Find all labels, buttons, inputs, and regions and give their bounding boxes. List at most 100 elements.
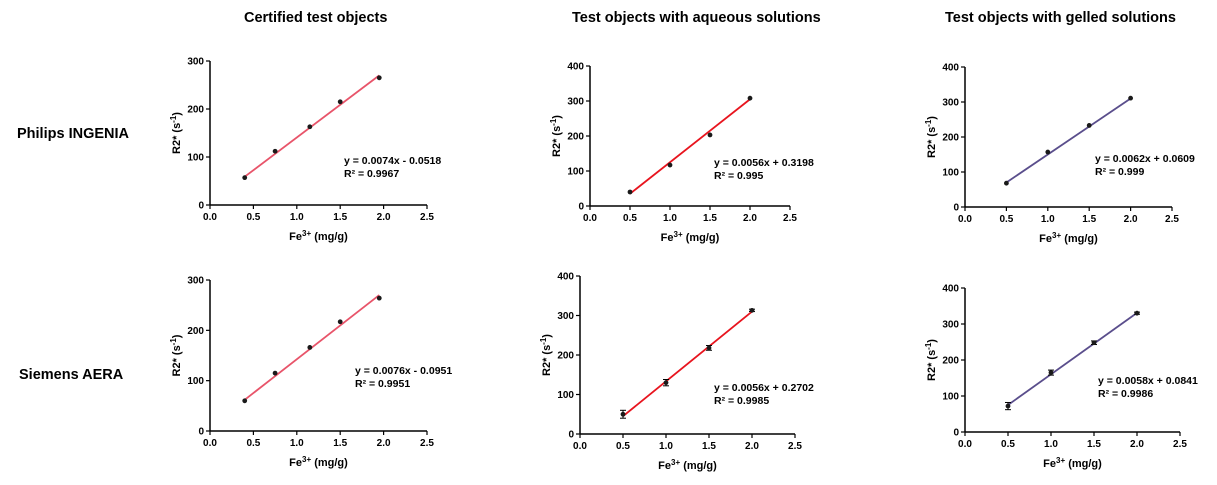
data-point xyxy=(307,124,313,130)
data-point xyxy=(749,307,755,313)
x-axis-title: Fe3+ (mg/g) xyxy=(658,458,717,472)
y-tick-label: 100 xyxy=(567,167,584,178)
x-tick-label: 1.5 xyxy=(1082,214,1096,225)
x-tick-label: 1.5 xyxy=(703,213,717,224)
y-tick-label: 400 xyxy=(942,63,959,74)
x-tick-label: 0.0 xyxy=(203,438,217,449)
x-tick-label: 2.5 xyxy=(420,438,434,449)
regression-line xyxy=(629,98,751,195)
x-axis-title: Fe3+ (mg/g) xyxy=(1043,456,1102,470)
data-point xyxy=(337,99,343,105)
data-point xyxy=(1004,180,1009,186)
y-tick-label: 300 xyxy=(567,97,584,108)
x-tick-label: 0.0 xyxy=(583,213,597,224)
data-point xyxy=(337,319,343,325)
y-tick-label: 300 xyxy=(187,276,204,287)
x-tick-label: 2.0 xyxy=(377,212,391,223)
y-tick-label: 0 xyxy=(198,201,204,212)
y-tick-label: 400 xyxy=(567,62,584,73)
y-tick-label: 300 xyxy=(557,311,574,322)
x-tick-label: 0.0 xyxy=(958,214,972,225)
x-axis-title: Fe3+ (mg/g) xyxy=(1039,231,1098,245)
data-point xyxy=(620,411,626,417)
x-tick-label: 1.0 xyxy=(663,213,677,224)
data-point xyxy=(307,345,313,350)
y-tick-label: 200 xyxy=(942,133,959,144)
y-axis-title: R2* (s-1) xyxy=(924,116,938,158)
y-tick-label: 400 xyxy=(557,272,574,283)
x-tick-label: 2.5 xyxy=(783,213,797,224)
chart-siemens-aqueous: 0.0 0.5 1.0 1.5 2.0 2.5 0 100 200 300 400 Fe3+ (mg/… xyxy=(539,272,814,473)
data-point xyxy=(1091,340,1097,346)
y-tick-label: 0 xyxy=(953,203,959,214)
y-tick-label: 400 xyxy=(942,284,959,295)
x-tick-label: 0.5 xyxy=(616,441,630,452)
r-squared-label: R² = 0.9986 xyxy=(1098,388,1153,400)
x-tick-label: 1.0 xyxy=(290,438,304,449)
y-axis-title: R2* (s-1) xyxy=(169,112,183,154)
x-tick-label: 0.0 xyxy=(958,439,972,450)
chart-philips-certified: 0.0 0.5 1.0 1.5 2.0 2.5 0 100 200 300 Fe3+ (mg/g) R… xyxy=(169,57,441,244)
chart-siemens-gelled: 0.0 0.5 1.0 1.5 2.0 2.5 0 100 200 300 400 Fe3+ (mg/… xyxy=(924,284,1198,471)
regression-equation: y = 0.0076x - 0.0951 xyxy=(355,365,452,377)
chart-siemens-certified: 0.0 0.5 1.0 1.5 2.0 2.5 0 100 200 300 Fe3+ (mg/g) R… xyxy=(169,276,452,470)
regression-equation: y = 0.0074x - 0.0518 xyxy=(344,155,441,167)
x-tick-label: 2.0 xyxy=(1130,439,1144,450)
y-tick-label: 0 xyxy=(198,427,204,438)
y-tick-label: 200 xyxy=(942,356,959,367)
data-point xyxy=(376,295,382,301)
chart-philips-gelled: 0.0 0.5 1.0 1.5 2.0 2.5 0 100 200 300 400 Fe3+ (mg/… xyxy=(924,63,1195,246)
y-tick-label: 300 xyxy=(942,320,959,331)
data-point xyxy=(1048,370,1054,375)
data-point xyxy=(747,95,753,101)
x-axis-title: Fe3+ (mg/g) xyxy=(289,229,348,243)
data-point xyxy=(272,148,278,154)
y-tick-label: 100 xyxy=(187,376,204,387)
x-tick-label: 1.5 xyxy=(1087,439,1101,450)
data-point xyxy=(667,162,673,168)
x-tick-label: 1.0 xyxy=(1041,214,1055,225)
y-tick-label: 300 xyxy=(942,98,959,109)
row-title-philips: Philips INGENIA xyxy=(17,126,129,142)
data-point xyxy=(663,380,669,386)
y-tick-label: 100 xyxy=(557,390,574,401)
x-tick-label: 2.0 xyxy=(743,213,757,224)
data-point xyxy=(1134,310,1140,316)
x-tick-label: 0.0 xyxy=(203,212,217,223)
x-tick-label: 0.5 xyxy=(623,213,637,224)
y-axis-title: R2* (s-1) xyxy=(924,339,938,381)
x-tick-label: 0.5 xyxy=(246,212,260,223)
chart-philips-aqueous: 0.0 0.5 1.0 1.5 2.0 2.5 0 100 200 300 400 Fe3+ (mg/… xyxy=(549,62,814,245)
regression-equation: y = 0.0062x + 0.0609 xyxy=(1095,153,1195,165)
x-tick-label: 1.5 xyxy=(702,441,716,452)
y-tick-label: 200 xyxy=(567,132,584,143)
x-tick-label: 2.5 xyxy=(1165,214,1179,225)
r-squared-label: R² = 0.9951 xyxy=(355,378,410,390)
r-squared-label: R² = 0.999 xyxy=(1095,166,1144,178)
y-tick-label: 100 xyxy=(942,168,959,179)
x-tick-label: 1.5 xyxy=(333,438,347,449)
x-tick-label: 0.5 xyxy=(246,438,260,449)
y-axis-title: R2* (s-1) xyxy=(169,334,183,376)
x-tick-label: 2.0 xyxy=(745,441,759,452)
data-point xyxy=(242,398,248,404)
x-tick-label: 2.0 xyxy=(377,438,391,449)
data-point xyxy=(706,345,712,351)
regression-line xyxy=(1005,97,1132,184)
y-tick-label: 300 xyxy=(187,57,204,68)
data-point xyxy=(1086,123,1092,128)
column-title-certified: Certified test objects xyxy=(244,10,388,26)
x-tick-label: 0.0 xyxy=(573,441,587,452)
regression-equation: y = 0.0056x + 0.3198 xyxy=(714,157,814,169)
r-squared-label: R² = 0.995 xyxy=(714,170,763,182)
data-point xyxy=(1128,95,1133,101)
data-point xyxy=(376,75,382,81)
r-squared-label: R² = 0.9985 xyxy=(714,395,769,407)
r-squared-label: R² = 0.9967 xyxy=(344,168,399,180)
y-axis-title: R2* (s-1) xyxy=(539,334,553,376)
x-tick-label: 2.0 xyxy=(1124,214,1138,225)
x-tick-label: 1.0 xyxy=(290,212,304,223)
x-tick-label: 1.0 xyxy=(1044,439,1058,450)
y-axis-title: R2* (s-1) xyxy=(549,115,563,157)
x-tick-label: 2.5 xyxy=(788,441,802,452)
